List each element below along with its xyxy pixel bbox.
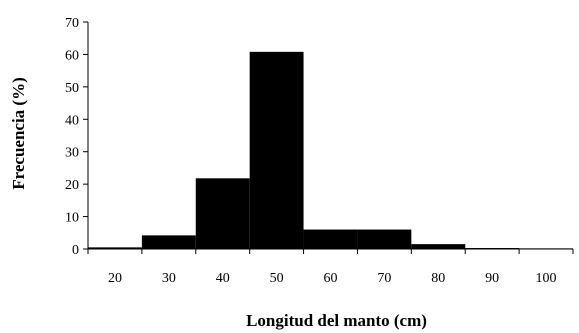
y-tick-label: 60 — [65, 48, 79, 63]
y-tick-label: 10 — [65, 211, 79, 226]
y-tick-label: 30 — [65, 146, 79, 161]
x-tick-label: 70 — [377, 271, 391, 286]
x-tick-label: 90 — [485, 271, 499, 286]
y-tick-label: 50 — [65, 81, 79, 96]
bar-30 — [141, 235, 196, 249]
y-axis-title: Frecuencia (%) — [9, 77, 28, 190]
x-tick-label: 40 — [216, 271, 230, 286]
y-ticks-group: 0 10 20 30 40 50 60 70 — [65, 16, 88, 258]
x-axis-title: Longitud del manto (cm) — [246, 311, 427, 330]
bar-60 — [303, 229, 358, 249]
bar-80 — [411, 244, 466, 249]
y-tick-label: 20 — [65, 178, 79, 193]
x-tick-label: 50 — [270, 271, 284, 286]
x-tick-label: 80 — [431, 271, 445, 286]
bar-50 — [249, 51, 304, 249]
bar-20 — [88, 247, 142, 249]
bar-40 — [195, 178, 250, 249]
y-tick-label: 0 — [72, 243, 79, 258]
x-tick-label: 100 — [536, 271, 557, 286]
bars-group — [88, 51, 573, 249]
x-tick-label: 60 — [324, 271, 338, 286]
y-tick-label: 40 — [65, 113, 79, 128]
y-tick-label: 70 — [65, 16, 79, 31]
x-tick-label: 30 — [162, 271, 176, 286]
x-tick-label: 20 — [108, 271, 122, 286]
x-ticks-group: 20 30 40 50 60 70 80 90 100 — [87, 249, 574, 286]
bar-70 — [357, 229, 412, 249]
